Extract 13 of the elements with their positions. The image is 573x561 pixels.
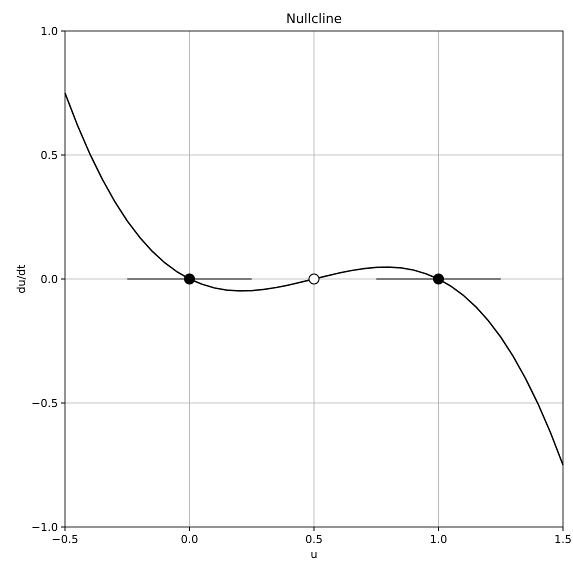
chart-title: Nullcline [286, 12, 342, 27]
x-axis-title: u [310, 548, 318, 561]
y-tick-label: 1.0 [40, 25, 58, 38]
y-tick-label: 0.0 [40, 273, 58, 286]
x-tick-label: 0.0 [180, 533, 198, 546]
x-tick-label: −0.5 [52, 533, 78, 546]
y-axis-title: du/dt [15, 264, 28, 294]
y-tick-label: 0.5 [40, 149, 58, 162]
x-tick-label: 1.0 [430, 533, 448, 546]
x-tick-label: 0.5 [305, 533, 323, 546]
y-tick-label: −0.5 [31, 397, 58, 410]
x-tick-label: 1.5 [554, 533, 572, 546]
y-tick-label: −1.0 [31, 521, 58, 534]
